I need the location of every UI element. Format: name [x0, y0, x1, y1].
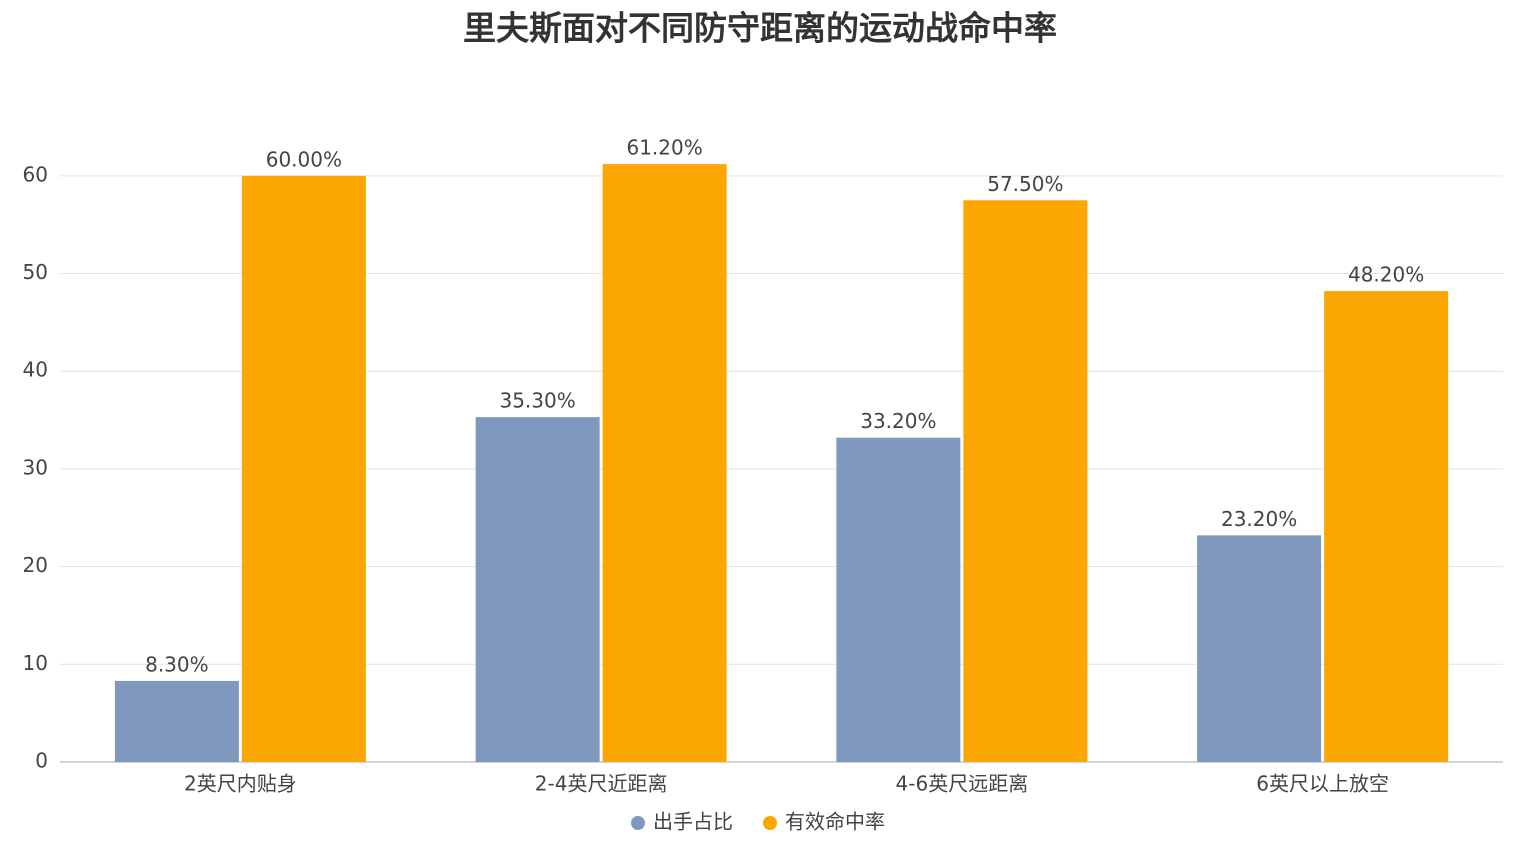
data-label: 60.00% [266, 147, 342, 171]
y-tick-label: 20 [23, 553, 48, 577]
x-tick-label: 2英尺内贴身 [184, 772, 297, 796]
data-label: 57.50% [987, 172, 1063, 196]
data-label: 33.20% [860, 409, 936, 433]
legend-label: 有效命中率 [785, 810, 885, 834]
y-tick-label: 50 [23, 260, 48, 284]
bar [963, 200, 1088, 762]
bar [602, 164, 727, 763]
bar [114, 680, 239, 762]
y-tick-label: 30 [23, 455, 48, 479]
data-label: 61.20% [626, 136, 702, 160]
y-tick-label: 10 [23, 651, 48, 675]
data-label: 23.20% [1221, 507, 1297, 531]
bar [475, 417, 600, 762]
x-tick-label: 4-6英尺远距离 [896, 772, 1029, 796]
legend-marker [763, 816, 777, 830]
chart-title: 里夫斯面对不同防守距离的运动战命中率 [463, 9, 1057, 48]
x-tick-label: 2-4英尺近距离 [535, 772, 668, 796]
legend-marker [631, 816, 645, 830]
data-label: 8.30% [145, 652, 209, 676]
data-label: 48.20% [1348, 263, 1424, 287]
bar [1197, 535, 1322, 762]
bar [836, 437, 961, 762]
y-tick-label: 60 [23, 162, 48, 186]
y-tick-label: 0 [35, 749, 48, 773]
bar [241, 175, 366, 762]
data-label: 35.30% [499, 389, 575, 413]
y-tick-label: 40 [23, 358, 48, 382]
bar [1324, 291, 1449, 762]
x-tick-label: 6英尺以上放空 [1256, 772, 1389, 796]
legend-label: 出手占比 [653, 810, 733, 834]
